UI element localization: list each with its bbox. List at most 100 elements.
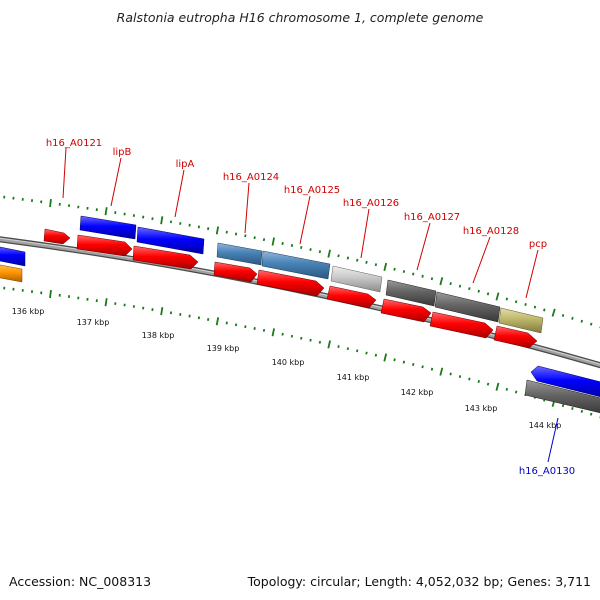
tick-mark	[514, 390, 518, 394]
gene-feature-h16-a0125-protein[interactable]	[261, 250, 331, 280]
tick-mark	[580, 319, 584, 323]
gene-label-h16-a0121[interactable]: h16_A0121	[46, 138, 102, 149]
tick-mark	[402, 360, 406, 364]
tick-mark	[486, 382, 490, 386]
tick-mark	[383, 262, 388, 272]
tick-mark	[300, 246, 303, 249]
tick-mark	[374, 353, 378, 357]
tick-mark	[468, 377, 471, 381]
tick-mark	[495, 292, 500, 301]
tick-mark	[495, 382, 500, 391]
gene-feature-h16-a0130-cds[interactable]	[524, 379, 600, 414]
gene-feature-h16-a0128-protein[interactable]	[434, 291, 501, 323]
tick-mark	[160, 307, 164, 316]
tick-mark	[356, 349, 359, 353]
gene-label-h16-a0127[interactable]: h16_A0127	[404, 212, 460, 223]
gene-label-h16-a0125[interactable]: h16_A0125	[284, 185, 340, 196]
genome-backbone	[0, 236, 600, 369]
kbp-label: 137 kbp	[77, 318, 110, 327]
gene-features	[0, 215, 600, 414]
tick-mark	[402, 270, 406, 274]
tick-mark	[49, 198, 52, 208]
accession-text: Accession: NC_008313	[9, 574, 151, 589]
tick-mark	[589, 412, 593, 416]
tick-mark	[383, 353, 388, 362]
tick-mark	[486, 292, 490, 296]
tick-mark	[309, 248, 312, 251]
tick-mark	[309, 338, 312, 342]
tick-mark	[421, 365, 424, 369]
tick-mark	[561, 314, 565, 318]
tick-mark	[477, 380, 480, 384]
gene-feature-h16-a0127-cds[interactable]	[380, 298, 432, 323]
gene-feature-pcp-protein[interactable]	[498, 307, 544, 334]
tick-mark	[393, 267, 396, 271]
gene-feature-lipb-protein[interactable]	[79, 215, 137, 240]
tick-mark	[589, 322, 593, 326]
tick-mark	[281, 332, 284, 336]
tick-mark	[271, 328, 275, 337]
kbp-label: 144 kbp	[529, 421, 562, 430]
gene-feature-pcp-cds[interactable]	[493, 325, 538, 349]
outer-tick-ring	[3, 195, 600, 329]
tick-mark	[449, 282, 452, 286]
gene-feature-h16-a0130-protein[interactable]	[530, 365, 600, 398]
gene-feature[interactable]	[0, 246, 26, 267]
tick-mark	[207, 227, 210, 231]
tick-mark	[160, 216, 164, 225]
tick-mark	[346, 256, 350, 260]
gene-feature-h16-a0124-protein[interactable]	[216, 242, 263, 266]
gene-feature-lipa-protein[interactable]	[136, 226, 205, 255]
kbp-label: 140 kbp	[272, 358, 305, 367]
kbp-label: 138 kbp	[142, 331, 175, 340]
gene-feature[interactable]	[0, 264, 23, 283]
tick-mark	[234, 232, 238, 236]
gene-feature-h16-a0126-protein[interactable]	[330, 265, 383, 293]
gene-feature-h16-a0126-cds[interactable]	[326, 285, 377, 309]
tick-mark	[262, 328, 266, 332]
tick-mark	[49, 289, 52, 299]
tick-mark	[346, 347, 350, 351]
gene-label-lipb[interactable]: lipB	[113, 147, 132, 158]
gene-label-lipa[interactable]: lipA	[176, 159, 195, 170]
map-title: Ralstonia eutropha H16 chromosome 1, com…	[117, 10, 484, 25]
tick-mark	[477, 289, 480, 293]
tick-mark	[104, 298, 108, 307]
kbp-label: 139 kbp	[207, 344, 240, 353]
gene-label-h16-a0130[interactable]: h16_A0130	[519, 466, 575, 477]
gene-feature-h16-a0121[interactable]	[43, 228, 71, 245]
tick-mark	[215, 226, 220, 235]
gene-feature-h16-a0125-cds[interactable]	[256, 269, 325, 297]
tick-mark	[365, 260, 368, 264]
kbp-scale: 136 kbp 137 kbp 138 kbp 139 kbp 140 kbp …	[12, 307, 562, 430]
tick-mark	[290, 334, 294, 338]
tick-mark	[300, 336, 303, 340]
tick-mark	[571, 406, 574, 410]
tick-mark	[430, 367, 434, 371]
tick-mark	[505, 387, 509, 391]
gene-feature-h16-a0127-protein[interactable]	[385, 279, 437, 307]
tick-mark	[290, 244, 294, 247]
topology-text: Topology: circular; Length: 4,052,032 bp…	[247, 574, 591, 589]
gene-feature-h16-a0128-cds[interactable]	[429, 311, 494, 339]
tick-mark	[449, 372, 452, 376]
tick-mark	[551, 308, 556, 317]
tick-mark	[253, 236, 256, 240]
gene-label-layer: h16_A0121 lipB lipA h16_A0124 h16_A0125 …	[46, 138, 575, 477]
gene-label-h16-a0126[interactable]: h16_A0126	[343, 198, 399, 209]
tick-mark	[524, 302, 527, 306]
gene-feature-h16-a0124-cds[interactable]	[213, 261, 258, 283]
tick-mark	[234, 323, 238, 327]
tick-mark	[225, 230, 228, 234]
tick-mark	[327, 340, 331, 349]
gene-feature-lipb-cds[interactable]	[76, 234, 133, 257]
kbp-label: 143 kbp	[465, 404, 498, 413]
gene-label-pcp[interactable]: pcp	[529, 239, 547, 250]
inner-tick-ring	[3, 286, 600, 419]
gene-feature-lipa-cds[interactable]	[132, 245, 199, 270]
tick-mark	[468, 287, 471, 291]
gene-label-h16-a0128[interactable]: h16_A0128	[463, 226, 519, 237]
tick-mark	[215, 317, 220, 326]
tick-mark	[318, 340, 322, 344]
gene-label-h16-a0124[interactable]: h16_A0124	[223, 172, 279, 183]
